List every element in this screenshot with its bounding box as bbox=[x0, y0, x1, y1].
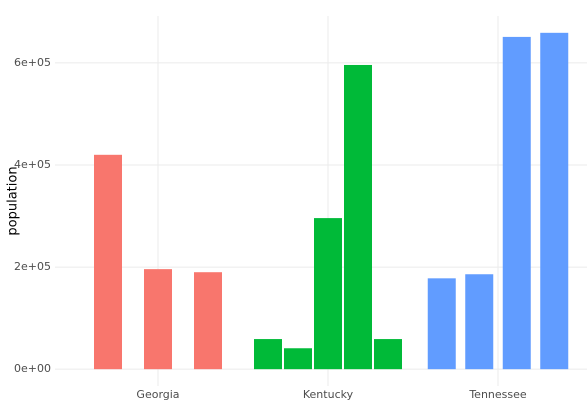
bar bbox=[94, 154, 122, 370]
x-tick-label: Georgia bbox=[136, 388, 179, 401]
bar bbox=[344, 64, 372, 370]
x-tick-label: Kentucky bbox=[303, 388, 354, 401]
y-tick-label: 2e+05 bbox=[14, 260, 51, 273]
bar bbox=[427, 278, 456, 370]
y-axis-label: population bbox=[6, 166, 21, 235]
x-tick-label: Tennessee bbox=[468, 388, 527, 401]
y-tick-label: 4e+05 bbox=[14, 158, 51, 171]
bar bbox=[465, 274, 494, 370]
y-tick-label: 0e+00 bbox=[14, 362, 51, 375]
y-tick-label: 6e+05 bbox=[14, 56, 51, 69]
bar bbox=[284, 348, 312, 370]
bar bbox=[254, 339, 282, 370]
bar bbox=[374, 339, 402, 370]
bar bbox=[144, 269, 172, 370]
bar bbox=[194, 272, 222, 370]
bar bbox=[502, 36, 531, 370]
bar bbox=[314, 218, 342, 370]
bar bbox=[540, 32, 569, 370]
